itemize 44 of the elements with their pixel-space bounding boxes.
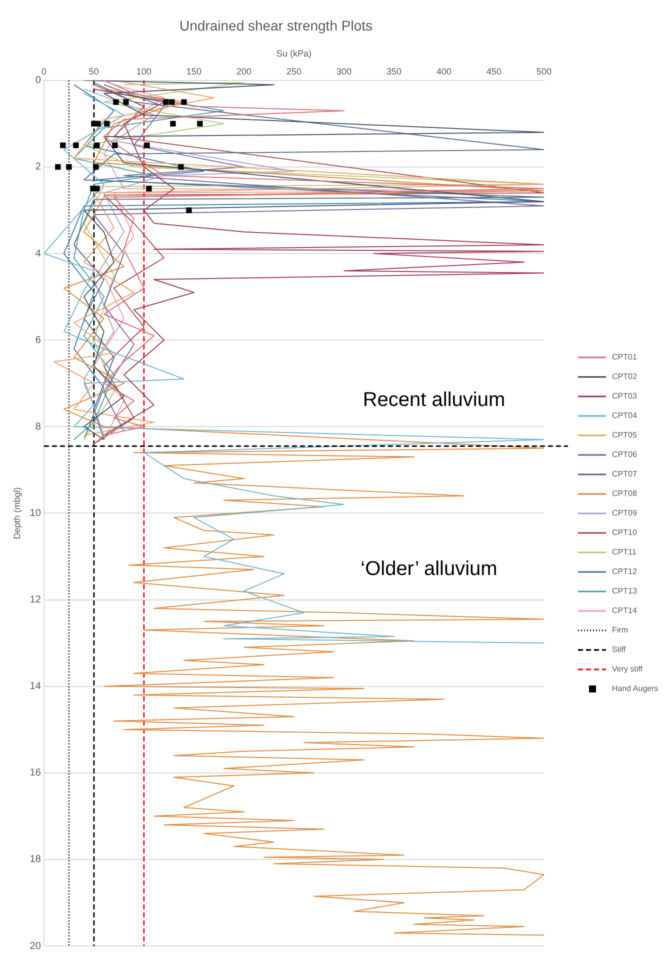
legend-label: CPT12 (612, 567, 638, 576)
x-tick-label: 50 (88, 66, 99, 76)
legend-label: CPT10 (612, 528, 638, 538)
x-axis-title: Su (kPa) (276, 48, 312, 59)
x-tick-label: 450 (486, 66, 502, 76)
y-tick-label: 4 (35, 248, 42, 260)
annotation: ‘Older’ alluvium (360, 558, 498, 580)
y-tick-label: 8 (35, 421, 42, 432)
y-tick-label: 20 (30, 940, 42, 952)
y-tick-label: 14 (30, 681, 42, 692)
x-tick-label: 300 (336, 66, 352, 76)
x-tick-label: 150 (186, 66, 202, 76)
chart-title: Undrained shear strength Plots (180, 17, 372, 34)
y-tick-label: 6 (35, 334, 42, 346)
legend-label: CPT07 (612, 470, 638, 479)
y-tick-label: 0 (35, 75, 42, 86)
legend-label: Hand Augers (612, 684, 658, 694)
legend-label: CPT02 (612, 372, 638, 382)
legend-label: Stiff (612, 645, 626, 654)
x-tick-label: 350 (386, 66, 402, 76)
legend-label: CPT09 (612, 508, 638, 518)
y-axis-title: Depth (mbgl) (12, 487, 22, 540)
x-tick-label: 250 (286, 66, 302, 76)
legend-label: CPT14 (612, 606, 638, 616)
legend-label: Very stiff (612, 664, 644, 674)
y-tick-label: 2 (35, 162, 42, 173)
legend-label: CPT06 (612, 450, 638, 460)
y-tick-label: 18 (30, 854, 42, 866)
x-tick-label: 100 (136, 66, 152, 76)
legend-label: CPT05 (612, 430, 638, 440)
legend-label: CPT04 (612, 411, 638, 420)
x-tick-label: 200 (236, 66, 252, 76)
legend-label: CPT13 (612, 586, 638, 596)
legend-label: CPT08 (612, 489, 638, 498)
legend-label: CPT03 (612, 392, 638, 401)
x-tick-label: 500 (536, 66, 552, 76)
y-tick-label: 16 (30, 768, 42, 779)
y-tick-label: 12 (30, 594, 42, 606)
y-tick-label: 10 (30, 508, 42, 519)
legend-label: Firm (612, 626, 628, 635)
x-tick-label: 400 (436, 66, 452, 76)
legend-label: CPT01 (612, 352, 638, 362)
annotation: Recent alluvium (362, 389, 506, 412)
legend-label: CPT11 (612, 548, 637, 557)
